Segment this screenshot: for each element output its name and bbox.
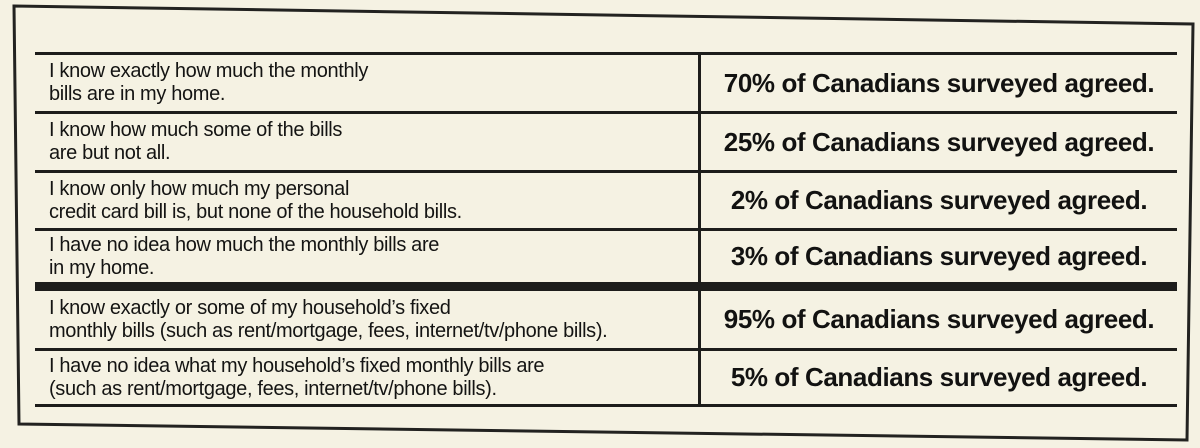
table-row: I know exactly or some of my household’s…	[35, 291, 1177, 351]
statement-line: (such as rent/mortgage, fees, internet/t…	[49, 377, 497, 400]
statement-line: I know exactly or some of my household’s…	[49, 296, 451, 319]
table-row: I know how much some of the bills are bu…	[35, 114, 1177, 173]
result-cell: 70% of Canadians surveyed agreed.	[698, 55, 1177, 111]
result-cell: 95% of Canadians surveyed agreed.	[698, 291, 1177, 348]
table-row: I have no idea how much the monthly bill…	[35, 231, 1177, 291]
statement-cell: I know exactly or some of my household’s…	[35, 291, 698, 348]
statement-cell: I have no idea what my household’s fixed…	[35, 351, 698, 404]
result-cell: 25% of Canadians surveyed agreed.	[698, 114, 1177, 170]
statement-line: monthly bills (such as rent/mortgage, fe…	[49, 319, 608, 342]
table-row: I know only how much my personal credit …	[35, 173, 1177, 231]
frame-border	[12, 4, 1195, 442]
table-row: I have no idea what my household’s fixed…	[35, 351, 1177, 404]
statement-line: I have no idea how much the monthly bill…	[49, 233, 440, 256]
result-cell: 5% of Canadians surveyed agreed.	[698, 351, 1177, 404]
statement-line: credit card bill is, but none of the hou…	[49, 200, 462, 223]
statement-line: in my home.	[49, 256, 155, 279]
statement-line: bills are in my home.	[49, 83, 226, 105]
statement-line: I know how much some of the bills	[49, 119, 343, 141]
statement-line: I know only how much my personal	[49, 177, 350, 200]
statement-cell: I know how much some of the bills are bu…	[35, 114, 698, 170]
statement-cell: I know only how much my personal credit …	[35, 173, 698, 228]
table-row: I know exactly how much the monthly bill…	[35, 55, 1177, 114]
survey-results-table: I know exactly how much the monthly bill…	[35, 52, 1177, 407]
statement-line: I have no idea what my household’s fixed…	[49, 354, 545, 377]
statement-line: are but not all.	[49, 142, 171, 164]
statement-cell: I know exactly how much the monthly bill…	[35, 55, 698, 111]
result-cell: 3% of Canadians surveyed agreed.	[698, 231, 1177, 282]
statement-cell: I have no idea how much the monthly bill…	[35, 231, 698, 282]
statement-line: I know exactly how much the monthly	[49, 60, 369, 82]
result-cell: 2% of Canadians surveyed agreed.	[698, 173, 1177, 228]
